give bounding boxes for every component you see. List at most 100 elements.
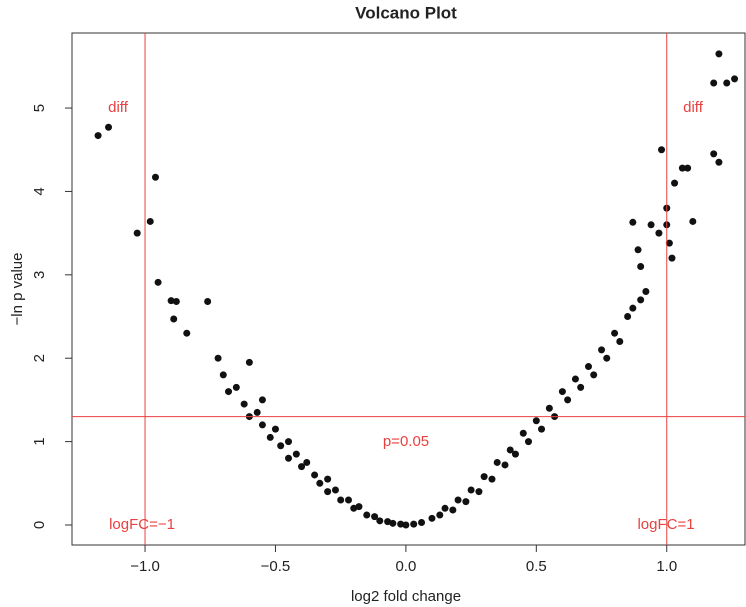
point [637, 296, 645, 304]
point [172, 298, 180, 306]
point [303, 458, 311, 466]
point [603, 354, 611, 362]
point [598, 346, 606, 354]
point [715, 158, 723, 166]
annotation: p=0.05 [383, 433, 429, 450]
point [311, 471, 319, 479]
point [402, 521, 410, 529]
annotation: logFC=−1 [109, 516, 175, 533]
point [584, 363, 592, 371]
point [493, 458, 501, 466]
point [506, 446, 514, 454]
point [637, 262, 645, 270]
annotation: diff [683, 99, 704, 116]
point [454, 496, 462, 504]
x-tick-label: −0.5 [261, 558, 291, 575]
point [564, 396, 572, 404]
point [277, 442, 285, 450]
point [183, 329, 191, 337]
point [292, 450, 300, 458]
point [94, 132, 102, 140]
point [253, 408, 261, 416]
point [710, 150, 718, 158]
point [658, 146, 666, 154]
point [684, 164, 692, 172]
point [324, 475, 332, 483]
point [467, 486, 475, 494]
point [258, 421, 266, 429]
point [475, 488, 483, 496]
point [715, 50, 723, 58]
point [524, 438, 532, 446]
point [678, 164, 686, 172]
point [285, 454, 293, 462]
point [519, 429, 527, 437]
point [337, 496, 345, 504]
point [397, 520, 405, 528]
point [232, 383, 240, 391]
x-axis-label: log2 fold change [351, 588, 461, 605]
point [577, 383, 585, 391]
point [590, 371, 598, 379]
point [558, 388, 566, 396]
point [647, 221, 655, 229]
point [204, 298, 212, 306]
y-tick-label: 4 [31, 187, 48, 195]
y-tick-label: 3 [31, 271, 48, 279]
point [462, 498, 470, 506]
point [616, 338, 624, 346]
point [376, 517, 384, 525]
point [671, 179, 679, 187]
point [655, 229, 663, 237]
point [642, 288, 650, 296]
point [219, 371, 227, 379]
y-tick-label: 1 [31, 437, 48, 445]
annotation: logFC=1 [637, 516, 694, 533]
point [258, 396, 266, 404]
point [133, 229, 141, 237]
point [629, 218, 637, 226]
point [167, 297, 175, 305]
point [151, 173, 159, 181]
point [331, 486, 339, 494]
point [345, 496, 353, 504]
y-tick-label: 5 [31, 104, 48, 112]
point [731, 75, 739, 83]
point [629, 304, 637, 312]
point [245, 358, 253, 366]
x-tick-label: 0.5 [526, 558, 547, 575]
point [428, 514, 436, 522]
point [170, 315, 178, 323]
point [501, 461, 509, 469]
y-axis-label: −ln p value [9, 253, 26, 326]
point [271, 425, 279, 433]
point [624, 313, 632, 321]
point [571, 375, 579, 383]
point [324, 488, 332, 496]
point [355, 503, 363, 511]
point [532, 417, 540, 425]
point [154, 278, 162, 286]
point [723, 79, 731, 87]
point [371, 513, 379, 521]
point [214, 354, 222, 362]
point [480, 473, 488, 481]
point [418, 518, 426, 526]
point [710, 79, 718, 87]
point [436, 511, 444, 519]
point [240, 400, 248, 408]
point [689, 217, 697, 225]
point [449, 506, 457, 514]
chart-title: Volcano Plot [355, 3, 457, 22]
point [105, 123, 113, 131]
x-tick-label: −1.0 [130, 558, 160, 575]
point [389, 519, 397, 527]
point [545, 404, 553, 412]
point [298, 463, 306, 471]
point [668, 254, 676, 262]
point [266, 433, 274, 441]
point [410, 520, 418, 528]
x-tick-label: 0.0 [395, 558, 416, 575]
point [634, 246, 642, 254]
